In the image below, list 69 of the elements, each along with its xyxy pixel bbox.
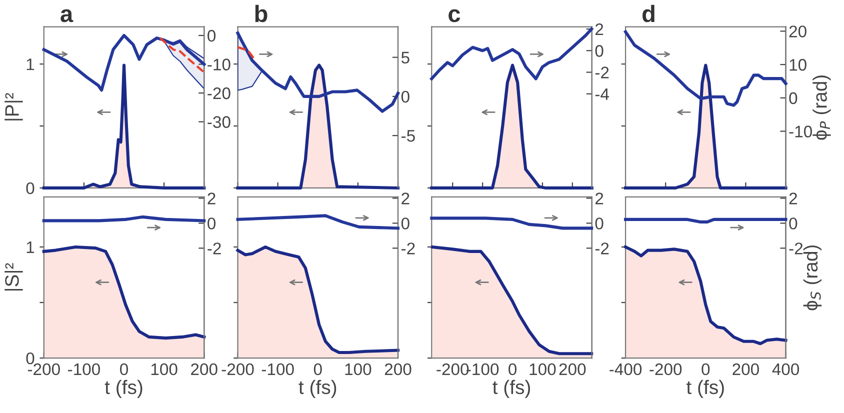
y2-tick-label: -2 [789,242,803,254]
x-axis-title: t (fs) [298,380,336,398]
x-axis-title: t (fs) [104,380,142,398]
y2-tick-label: 0 [208,218,216,230]
y2-tick-label: 0 [595,218,604,230]
chart-title: d [642,4,654,22]
chart-title: a [60,9,74,22]
line-series [236,214,400,230]
y2-tick-label: -4 [595,88,609,100]
x-tick-label: -400 [610,363,642,376]
y2-tick-label: -5 [402,130,415,142]
x-tick-label: -200 [28,363,60,376]
chart-title: b [255,4,268,22]
y2-tick-label: 20 [789,26,806,38]
y2-tick-label: -10 [208,58,230,70]
line-series [42,34,206,92]
y2-tick-label: -10 [789,126,812,138]
y2-tick-label: -30 [208,116,230,128]
x-tick-label: -100 [262,363,294,376]
y-axis-title: |S|² [4,263,23,291]
y2-tick-label: 0 [208,30,216,42]
y2-tick-label: 2 [596,23,604,36]
x-tick-label: 0 [120,363,128,376]
chart-title: c [448,9,460,22]
y2-tick-label: 0 [401,90,410,103]
y2-tick-label: 2 [596,192,604,204]
y2-tick-label: -2 [402,242,415,254]
y2-tick-label: 0 [789,218,798,230]
y-axis-title: |P|² [4,92,23,120]
x-tick-label: 0 [508,363,516,376]
y2-tick-label: -20 [208,87,230,100]
y2-tick-label: 2 [208,192,216,204]
x-tick-label: 100 [530,363,556,376]
x-tick-label: 0 [314,363,322,376]
line-series [430,216,594,230]
line-series [624,30,788,107]
x-tick-label: 200 [559,363,586,376]
y2-tick-label: 10 [790,58,806,71]
y2-tick-label: -2 [595,66,609,78]
x-tick-label: 100 [345,363,372,376]
x-tick-label: -200 [650,363,682,376]
y2-tick-label: 0 [401,218,410,230]
y-tick-label: 0 [26,182,34,194]
y2-tick-label: 5 [401,52,410,64]
y-tick-label: 1 [26,58,34,70]
y2-tick-label: 2 [789,192,797,204]
x-tick-label: 200 [384,363,412,376]
y2-tick-label: 0 [595,45,604,57]
y2-tick-label: -2 [208,242,221,254]
y2-tick-label: -2 [595,242,609,254]
line-series [236,32,400,113]
x-tick-label: 400 [772,363,800,376]
x-tick-label: -100 [466,363,499,376]
x-tick-label: -100 [68,363,100,376]
y2-tick-label: 2 [402,192,410,204]
x-tick-label: 200 [732,363,759,376]
x-axis-title: t (fs) [492,380,530,398]
y2-axis-title: ϕ$_{S}$ (rad) [803,245,822,310]
x-tick-label: -200 [222,363,254,376]
x-tick-label: 0 [702,363,710,376]
y2-tick-label: 0 [789,92,798,104]
line-series [158,36,206,74]
y-tick-label: 0 [26,352,34,364]
x-tick-label: 100 [151,363,178,376]
x-tick-label: 200 [191,363,218,376]
x-tick-label: -200 [436,363,469,376]
y2-axis-title: ϕ$_{P}$ (rad) [812,75,831,140]
y-tick-label: 1 [26,242,34,254]
x-axis-title: t (fs) [686,380,724,398]
